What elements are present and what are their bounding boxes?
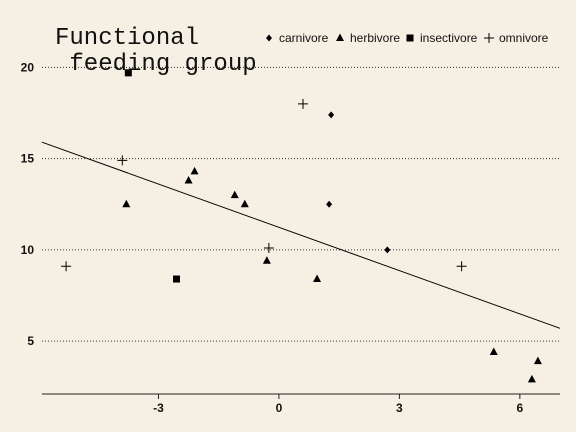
data-point-herbivore <box>313 274 322 283</box>
axis-ticks: 5 10 15 20 -3 0 3 6 <box>21 60 524 415</box>
legend-item-carnivore: carnivore <box>266 31 329 45</box>
data-point-herbivore <box>489 347 498 356</box>
data-point-carnivore <box>384 246 391 254</box>
gridlines <box>42 66 560 342</box>
y-tick-label: 20 <box>21 60 35 74</box>
data-points <box>61 69 542 383</box>
legend-label-carnivore: carnivore <box>279 31 329 45</box>
data-point-omnivore <box>263 243 274 254</box>
data-point-herbivore <box>190 166 199 175</box>
legend-marker-carnivore <box>266 34 272 42</box>
data-point-carnivore <box>326 200 333 208</box>
data-point-omnivore <box>456 261 467 272</box>
data-point-omnivore <box>117 155 128 166</box>
legend-marker-herbivore <box>336 33 344 41</box>
data-point-herbivore <box>262 256 271 264</box>
legend-marker-insectivore <box>406 34 414 42</box>
legend-label-omnivore: omnivore <box>499 31 549 45</box>
data-point-herbivore <box>122 199 131 208</box>
data-point-omnivore <box>61 261 72 272</box>
x-tick-label: 3 <box>396 401 403 415</box>
legend-item-insectivore: insectivore <box>406 31 478 45</box>
x-tick-label: 6 <box>517 401 524 415</box>
data-point-herbivore <box>184 176 193 184</box>
data-point-carnivore <box>328 111 335 119</box>
data-point-omnivore <box>298 98 309 109</box>
y-tick-label: 5 <box>27 334 34 348</box>
y-tick-label: 15 <box>21 152 35 166</box>
legend-marker-omnivore <box>484 33 494 43</box>
data-point-herbivore <box>533 356 542 365</box>
legend: carnivore herbivore insectivore omnivore <box>266 31 549 45</box>
chart-title: Functional feeding group <box>55 25 257 78</box>
legend-label-insectivore: insectivore <box>420 31 478 45</box>
data-point-herbivore <box>240 199 249 208</box>
data-point-herbivore <box>230 190 239 199</box>
data-point-herbivore <box>527 374 536 383</box>
chart-title-line-1: Functional <box>55 25 199 52</box>
legend-label-herbivore: herbivore <box>350 31 400 45</box>
x-tick-label: -3 <box>153 401 164 415</box>
regression-line <box>41 141 561 329</box>
legend-item-omnivore: omnivore <box>484 31 549 45</box>
data-point-insectivore <box>173 275 181 283</box>
y-tick-label: 10 <box>21 243 35 257</box>
x-tick-label: 0 <box>276 401 283 415</box>
data-point-insectivore <box>124 69 132 77</box>
legend-item-herbivore: herbivore <box>336 31 400 45</box>
chart-title-line-2: feeding group <box>55 51 257 78</box>
